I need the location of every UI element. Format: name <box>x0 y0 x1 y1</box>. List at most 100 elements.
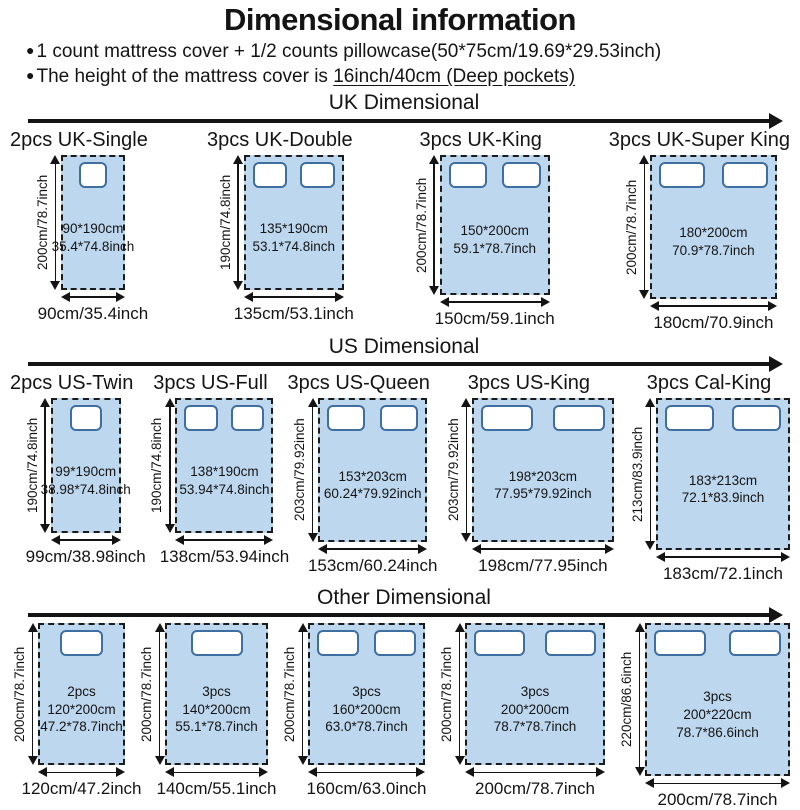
width-dimension-label: 180cm/70.9inch <box>653 312 774 332</box>
horizontal-double-arrow-icon <box>243 292 344 303</box>
horizontal-double-arrow-icon <box>439 297 550 308</box>
vertical-double-arrow-icon <box>429 154 440 295</box>
pillow-icon <box>230 404 265 431</box>
size-inch: 72.1*83.9inch <box>681 490 765 506</box>
uk-bed-row: 2pcs UK-Single 200cm/78.7inch 90*190cm 3… <box>0 129 800 333</box>
bed-title: 2pcs UK-Single <box>10 128 148 151</box>
size-cm: 180*200cm <box>679 225 748 241</box>
bed-other-120x200: 200cm/78.7inch 2pcs 120*200cm 47.2*78.7i… <box>10 622 142 799</box>
pillow-icon <box>190 629 243 656</box>
height-dimension-label: 200cm/78.7inch <box>413 176 429 273</box>
right-arrow-icon <box>28 606 783 623</box>
horizontal-double-arrow-icon <box>175 535 274 546</box>
pillow-icon <box>729 629 781 656</box>
mattress: 198*203cm 77.95*79.92inch <box>471 397 614 542</box>
size-cm: 140*200cm <box>182 701 251 717</box>
pillow-icon <box>552 404 605 431</box>
width-dimension-label: 90cm/35.4inch <box>37 303 149 323</box>
mattress: 2pcs 120*200cm 47.2*78.7inch <box>38 622 125 765</box>
size-cm: 138*190cm <box>190 464 259 480</box>
right-arrow-icon <box>28 355 783 372</box>
width-dimension-label: 140cm/55.1inch <box>156 778 277 798</box>
notes-list: ● 1 count mattress cover + 1/2 counts pil… <box>26 40 800 89</box>
size-inch: 53.1*74.8inch <box>252 238 336 254</box>
bed-uk-single: 2pcs UK-Single 200cm/78.7inch 90*190cm 3… <box>10 129 148 324</box>
size-cm: 99*190cm <box>55 464 117 480</box>
vertical-double-arrow-icon <box>639 154 650 299</box>
horizontal-double-arrow-icon <box>165 767 268 778</box>
pillow-icon <box>732 404 781 431</box>
bed-title: 2pcs US-Twin <box>10 371 134 394</box>
height-dimension-label: 200cm/78.7inch <box>439 646 454 742</box>
note-text: The height of the mattress cover is <box>36 65 334 87</box>
size-cm: 198*203cm <box>508 468 578 484</box>
horizontal-double-arrow-icon <box>655 552 790 563</box>
bed-cal-king: 3pcs Cal-King 213cm/83.9inch 183*213cm 7… <box>628 372 790 584</box>
bed-uk-super-king: 3pcs UK-Super King 200cm/78.7inch 180*20… <box>609 129 790 333</box>
height-dimension-label: 190cm/74.8inch <box>149 417 165 513</box>
horizontal-double-arrow-icon <box>50 535 121 546</box>
height-dimension-label: 190cm/74.8inch <box>217 174 233 270</box>
pillow-icon <box>317 629 359 656</box>
bed-uk-king: 3pcs UK-King 200cm/78.7inch 150*200cm 59… <box>412 129 555 329</box>
note-item: ● The height of the mattress cover is 16i… <box>26 65 800 90</box>
mattress: 180*200cm 70.9*78.7inch <box>649 154 777 299</box>
mattress: 135*190cm 53.1*74.8inch <box>243 154 344 290</box>
size-inch: 78.7*86.6inch <box>676 724 759 740</box>
horizontal-double-arrow-icon <box>308 767 425 778</box>
size-cm: 183*213cm <box>688 472 758 488</box>
pillow-icon <box>502 161 541 188</box>
vertical-double-arrow-icon <box>307 397 318 542</box>
size-cm: 120*200cm <box>47 701 116 717</box>
mattress: 183*213cm 72.1*83.9inch <box>655 397 790 550</box>
note-text-underlined: 16inch/40cm (Deep pockets) <box>333 65 576 87</box>
bed-us-twin: 2pcs US-Twin 190cm/74.8inch 99*190cm 38.… <box>10 371 146 567</box>
vertical-double-arrow-icon <box>645 397 656 550</box>
width-dimension-label: 138cm/53.94inch <box>159 546 290 566</box>
right-arrow-icon <box>28 112 783 129</box>
bullet-icon: ● <box>26 66 35 83</box>
height-dimension-label: 203cm/79.92inch <box>292 418 308 522</box>
vertical-double-arrow-icon <box>461 397 472 542</box>
pillow-icon <box>300 161 335 188</box>
height-dimension-label: 213cm/83.9inch <box>629 426 645 522</box>
bed-uk-double: 3pcs UK-Double 190cm/74.8inch 135*190cm … <box>207 129 354 324</box>
horizontal-double-arrow-icon <box>471 544 614 555</box>
vertical-double-arrow-icon <box>154 622 165 765</box>
horizontal-double-arrow-icon <box>649 301 777 312</box>
size-inch: 63.0*78.7inch <box>325 719 408 735</box>
bed-title: 3pcs US-King <box>467 371 591 394</box>
us-bed-row: 2pcs US-Twin 190cm/74.8inch 99*190cm 38.… <box>0 372 800 584</box>
width-dimension-label: 200cm/78.7inch <box>474 778 596 798</box>
bullet-icon: ● <box>26 42 35 58</box>
bed-us-king: 3pcs US-King 203cm/79.92inch 198*203cm 7… <box>444 372 614 576</box>
mattress: 99*190cm 38.98*74.8inch <box>41 397 131 533</box>
pillow-icon <box>60 629 103 656</box>
vertical-double-arrow-icon <box>164 397 175 533</box>
section-title: US Dimensional <box>328 334 480 358</box>
horizontal-double-arrow-icon <box>645 778 790 789</box>
height-dimension-label: 203cm/79.92inch <box>445 418 461 522</box>
bed-other-200x220: 220cm/86.6inch 3pcs 200*220cm 78.7*86.6i… <box>617 622 790 810</box>
width-dimension-label: 150cm/59.1inch <box>434 308 555 328</box>
mattress: 3pcs 140*200cm 55.1*78.7inch <box>165 622 268 765</box>
vertical-double-arrow-icon <box>454 622 465 765</box>
pillow-icon <box>374 629 416 656</box>
pillow-icon <box>664 404 714 431</box>
section-title: Other Dimensional <box>317 585 491 609</box>
mattress: 90*190cm 35.4*74.8inch <box>52 154 134 290</box>
horizontal-double-arrow-icon <box>318 544 428 555</box>
bed-us-queen: 3pcs US-Queen 203cm/79.92inch 153*203cm … <box>288 372 438 576</box>
size-inch: 60.24*79.92inch <box>323 486 422 502</box>
note-item: ● 1 count mattress cover + 1/2 counts pil… <box>26 40 800 65</box>
mattress: 150*200cm 59.1*78.7inch <box>439 154 550 295</box>
bed-other-200x200: 200cm/78.7inch 3pcs 200*200cm 78.7*78.7i… <box>437 622 605 799</box>
height-dimension-label: 200cm/78.7inch <box>282 646 297 742</box>
size-cm: 200*220cm <box>683 707 752 723</box>
bed-us-full: 3pcs US-Full 190cm/74.8inch 138*190cm 53… <box>147 372 289 567</box>
size-inch: 59.1*78.7inch <box>453 241 536 257</box>
pillow-icon <box>658 161 705 188</box>
vertical-double-arrow-icon <box>297 622 308 765</box>
vertical-double-arrow-icon <box>634 622 645 776</box>
pcs-count: 3pcs <box>202 683 231 699</box>
